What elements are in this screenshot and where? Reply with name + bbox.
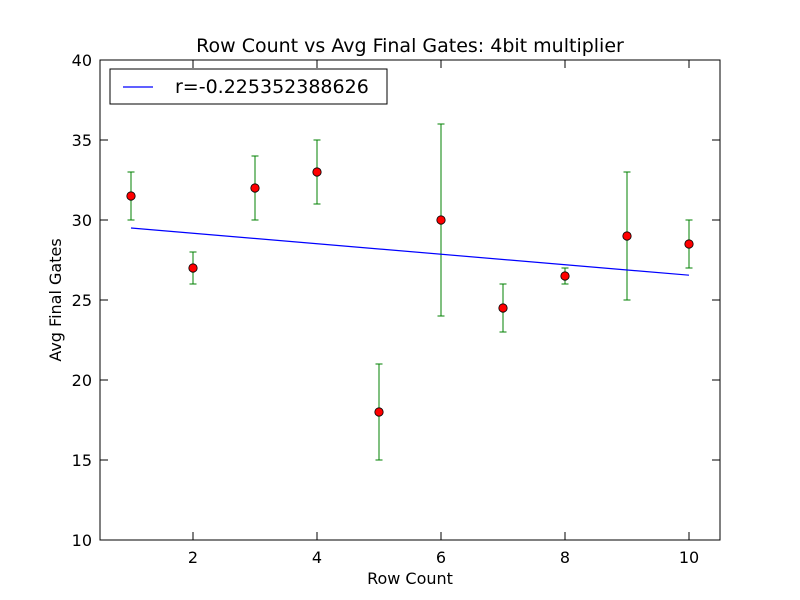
data-point [622,231,632,241]
data-point [498,303,508,313]
regression-line [130,227,690,276]
legend-label: r=-0.225352388626 [175,76,369,98]
y-tick-label: 35 [72,131,92,150]
data-point [560,271,570,281]
y-tick-label: 15 [72,451,92,470]
x-tick-label: 4 [312,548,322,567]
plot-area: 2 4 6 8 10 10 15 20 25 30 35 40 r=-0.225352388626 [72,51,721,567]
x-tick-label: 8 [560,548,570,567]
data-point [126,191,136,201]
legend-box [109,68,388,105]
axes-frame [99,59,721,541]
y-tick-label: 10 [72,531,92,550]
y-axis-label: Avg Final Gates [46,238,65,361]
data-point [188,263,198,273]
y-tick-label: 30 [72,211,92,230]
data-point [250,183,260,193]
legend: r=-0.225352388626 [109,68,388,105]
data-point [374,407,384,417]
chart-title: Row Count vs Avg Final Gates: 4bit multi… [196,35,624,57]
y-tick-label: 20 [72,371,92,390]
y-tick-label: 25 [72,291,92,310]
data-point [436,215,446,225]
data-point [684,239,694,249]
x-tick-label: 2 [188,548,198,567]
data-point [312,167,322,177]
y-tick-label: 40 [72,51,92,70]
x-tick-label: 10 [679,548,699,567]
x-axis-label: Row Count [367,569,453,588]
x-tick-label: 6 [436,548,446,567]
